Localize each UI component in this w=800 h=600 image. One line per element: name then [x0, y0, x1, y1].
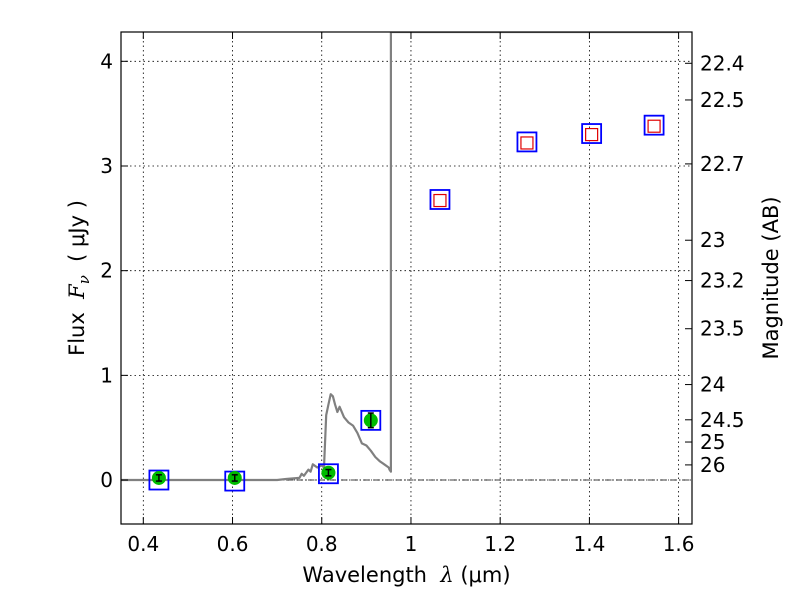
y2-tick-label: 22.5: [700, 88, 745, 112]
x-tick-label: 1.6: [663, 532, 695, 556]
y2-tick-label: 24: [700, 373, 725, 397]
y2-tick-label: 23: [700, 228, 725, 252]
band-box-marker: [318, 463, 339, 485]
band-box-marker: [429, 189, 451, 210]
band-box-marker: [581, 123, 603, 144]
band-box-marker: [148, 469, 170, 491]
y-tick-label: 0: [100, 468, 113, 492]
y-axis-label-subscript: ν: [75, 275, 93, 284]
y2-tick-label: 26: [700, 453, 725, 477]
y2-tick-label: 22.4: [700, 51, 745, 75]
upper-limit-marker: [585, 127, 599, 142]
x-tick-label: 1.2: [484, 532, 516, 556]
grid-lines: [121, 32, 692, 524]
x-axis-label-unit: (μm): [454, 563, 511, 587]
y-axis-label: Flux Fν ( μJy ): [65, 200, 93, 356]
axes-frame: [120, 31, 693, 525]
x-tick-label: 1: [405, 532, 418, 556]
x-axis-label-symbol: λ: [439, 563, 453, 587]
x-axis-label-text: Wavelength: [302, 563, 440, 587]
y2-tick-label: 22.7: [700, 152, 745, 176]
y2-tick-label: 25: [700, 430, 725, 454]
band-box-marker: [643, 114, 665, 136]
y-tick-label: 1: [100, 363, 113, 387]
x-tick-label: 0.6: [217, 532, 249, 556]
x-axis-label: Wavelength λ (μm): [302, 563, 510, 587]
y-tick-label: 4: [100, 49, 113, 73]
band-box-marker: [360, 409, 382, 431]
y-axis-label-unit: ( μJy ): [65, 200, 89, 275]
y2-tick-label: 24.5: [700, 408, 745, 432]
upper-limit-marker: [647, 119, 661, 133]
x-tick-label: 0.4: [127, 532, 159, 556]
x-tick-label: 1.4: [573, 532, 605, 556]
y2-tick-label: 23.5: [700, 317, 745, 341]
y-tick-label: 3: [100, 154, 113, 178]
y-tick-label: 2: [100, 259, 113, 283]
x-tick-label: 0.8: [306, 532, 338, 556]
model-spectrum-line: [121, 32, 679, 482]
upper-limit-marker: [520, 136, 534, 150]
secondary-y-axis-label: Magnitude (AB): [759, 196, 783, 359]
band-box-marker: [516, 131, 538, 153]
y-axis-label-symbol: F: [65, 283, 89, 300]
y-axis-label-text: Flux: [65, 299, 89, 356]
y2-tick-label: 23.2: [700, 269, 745, 293]
plot-area: [121, 32, 679, 492]
upper-limit-marker: [433, 193, 447, 208]
